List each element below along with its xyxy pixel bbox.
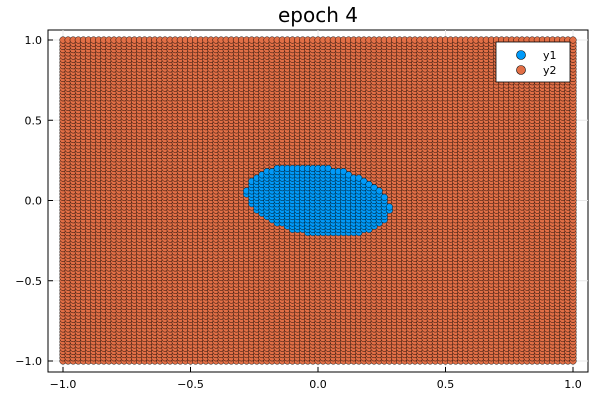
plot-area (47, 29, 589, 373)
chart-title: epoch 4 (278, 3, 358, 27)
series-y2-points (59, 36, 577, 365)
